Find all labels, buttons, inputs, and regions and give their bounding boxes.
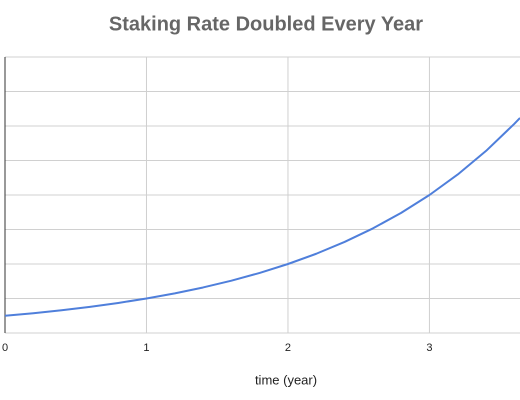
x-tick-label: 3	[426, 342, 432, 354]
line-series	[4, 117, 520, 317]
x-tick-label: 0	[2, 342, 8, 354]
x-tick-label: 2	[285, 342, 291, 354]
chart-title: Staking Rate Doubled Every Year	[109, 13, 423, 35]
x-tick-label: 1	[143, 342, 149, 354]
x-axis-label: time (year)	[255, 372, 317, 387]
